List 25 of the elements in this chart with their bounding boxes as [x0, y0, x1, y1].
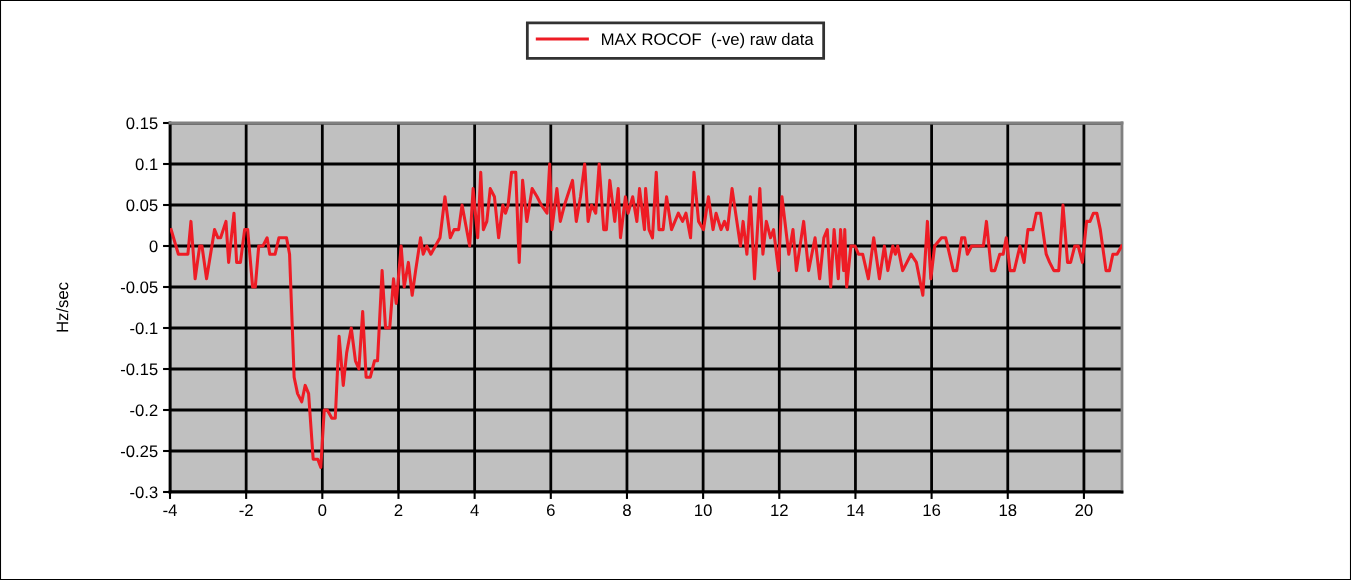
y-tick-label: 0.15	[126, 117, 158, 130]
y-tick-label: 0.05	[126, 199, 158, 212]
x-tick-label: 18	[999, 504, 1017, 517]
legend-label: MAX ROCOF (-ve) raw data	[602, 32, 814, 49]
x-tick-label: -2	[239, 504, 253, 516]
y-tick-label: -0.2	[130, 404, 158, 417]
y-tick-label: -0.25	[120, 445, 158, 458]
y-tick-label: -0.05	[120, 281, 158, 294]
x-tick-label: -4	[163, 504, 177, 516]
y-tick-label: -0.3	[130, 486, 158, 499]
x-tick-label: 2	[394, 504, 403, 516]
x-tick-label: 4	[470, 504, 479, 516]
x-tick-label: 20	[1075, 504, 1093, 517]
x-tick-label: 8	[623, 504, 631, 517]
x-tick-label: 6	[547, 504, 555, 517]
x-tick-label: 12	[771, 504, 788, 516]
x-tick-label: 16	[923, 504, 941, 517]
y-axis-title: Hz/sec	[56, 282, 69, 332]
y-tick-label: 0.1	[135, 158, 158, 171]
y-tick-label: -0.1	[130, 322, 158, 335]
y-tick-label: 0	[149, 240, 158, 253]
x-tick-label: 10	[695, 504, 712, 517]
y-tick-label: -0.15	[120, 363, 158, 376]
x-tick-label: 0	[318, 504, 327, 517]
x-tick-label: 14	[847, 504, 865, 516]
